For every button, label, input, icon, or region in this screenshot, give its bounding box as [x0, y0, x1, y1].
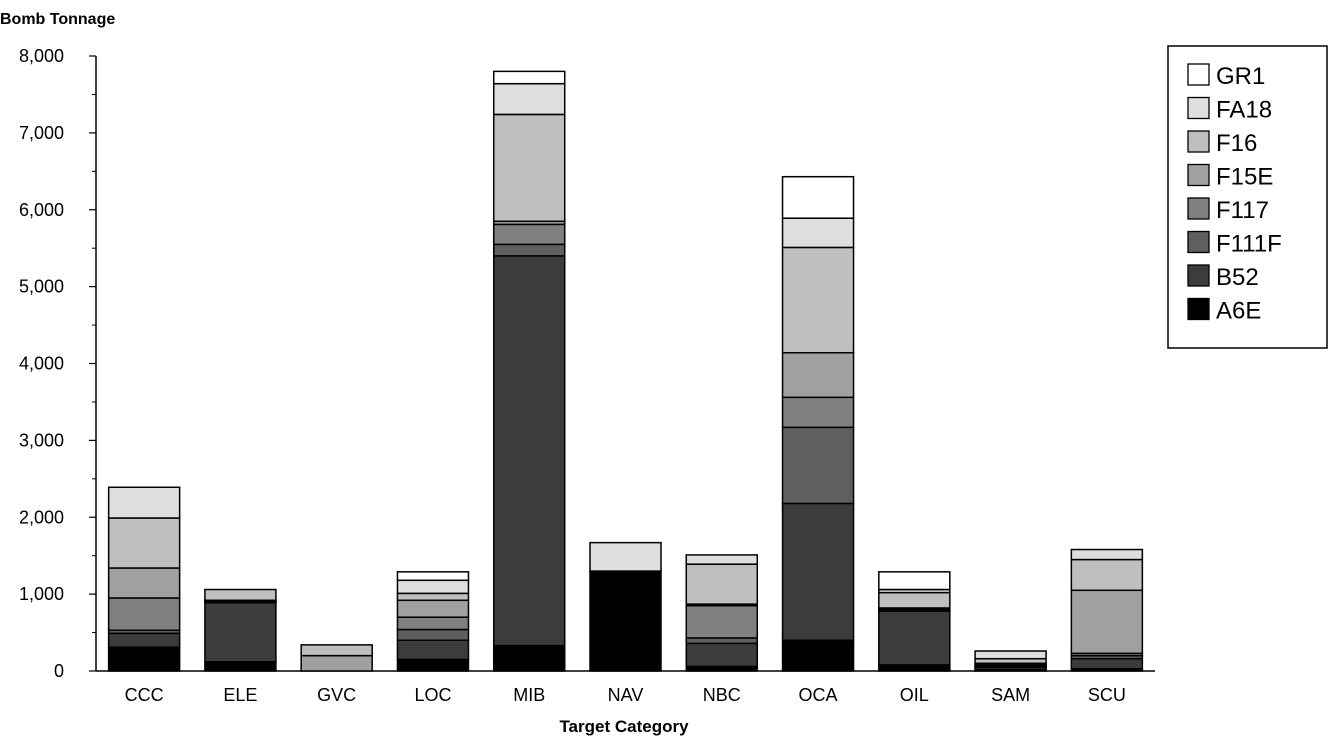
bar-oca-f111f: [781, 426, 855, 505]
legend-label-fa18: FA18: [1216, 97, 1272, 124]
y-axis-ticks: 0 1,000 2,000 3,000 4,000 5,000 6,000 7,000 8,00…: [19, 46, 96, 681]
legend-swatch-f117: [1187, 197, 1210, 220]
bar-sam-fa18: [974, 650, 1047, 660]
legend-swatch-b52: [1187, 264, 1210, 287]
bar-ele-b52: [204, 601, 277, 663]
bar-scu-fa18: [1070, 548, 1144, 561]
legend-label-gr1: GR1: [1216, 63, 1265, 90]
bar-loc-f117: [396, 616, 470, 631]
x-tick-label: SAM: [991, 685, 1030, 705]
bar-oil-a6e: [878, 664, 951, 672]
bar-nbc-fa18: [685, 554, 759, 565]
y-tick-label: 4,000: [19, 354, 64, 374]
bar-ele-a6e: [204, 661, 277, 672]
bar-scu-f15e: [1070, 589, 1144, 655]
bar-gvc-f16: [300, 644, 373, 657]
bar-mib-b52: [492, 255, 566, 647]
legend: GR1 FA18 F16 F15E F117 F111F B52 A6E: [1167, 45, 1328, 349]
bar-ccc-a6e: [107, 646, 181, 672]
bar-ccc-f16: [107, 517, 181, 569]
y-tick-label: 8,000: [19, 46, 64, 66]
legend-swatch-a6e: [1187, 297, 1210, 321]
bar-loc-f16: [396, 592, 470, 602]
bar-nav-a6e: [589, 570, 662, 672]
bar-gvc-f15e: [300, 654, 373, 672]
bar-oca-b52: [781, 502, 855, 641]
x-axis-label: Target Category: [559, 717, 689, 736]
bar-loc-fa18: [396, 579, 470, 595]
legend-swatch-gr1: [1187, 63, 1210, 86]
y-tick-label: 1,000: [19, 584, 64, 604]
y-tick-label: 3,000: [19, 430, 64, 450]
legend-swatch-f15e: [1187, 163, 1210, 187]
bar-oca-fa18: [781, 217, 855, 249]
y-tick-label: 0: [54, 661, 64, 681]
legend-label-f111f: F111F: [1216, 231, 1282, 258]
y-axis-label: Bomb Tonnage: [0, 11, 115, 28]
x-tick-label: NAV: [608, 685, 644, 705]
x-axis-ticks: CCC ELE GVC LOC MIB NAV NBC OCA OIL SAM SCU: [125, 685, 1126, 705]
x-tick-label: ELE: [223, 685, 257, 705]
x-tick-label: MIB: [513, 685, 545, 705]
x-tick-label: LOC: [414, 685, 451, 705]
bar-loc-b52: [396, 639, 470, 661]
legend-label-f15e: F15E: [1216, 164, 1273, 191]
bar-mib-f111f: [492, 243, 566, 257]
legend-label-b52: B52: [1216, 264, 1259, 291]
x-tick-label: CCC: [125, 685, 164, 705]
x-tick-label: SCU: [1088, 685, 1126, 705]
legend-swatch-f16: [1187, 130, 1210, 153]
bar-oca-f16: [781, 246, 855, 354]
bar-loc-a6e: [396, 658, 470, 672]
bar-scu-f16: [1070, 558, 1144, 592]
bar-mib-a6e: [492, 644, 566, 672]
y-tick-label: 6,000: [19, 200, 64, 220]
bar-ccc-fa18: [107, 486, 181, 519]
x-tick-label: GVC: [317, 685, 356, 705]
bar-oca-f15e: [781, 351, 855, 399]
legend-box: [1167, 45, 1328, 349]
bar-nbc-f111f: [685, 637, 759, 645]
bar-oil-b52: [878, 610, 951, 666]
bar-mib-f117: [492, 223, 566, 246]
bar-oca-a6e: [781, 639, 855, 672]
bars: [107, 70, 1144, 672]
bar-ccc-b52: [107, 632, 181, 648]
x-tick-label: OCA: [799, 685, 838, 705]
y-tick-label: 7,000: [19, 123, 64, 143]
bar-mib-f16: [492, 113, 566, 223]
legend-swatch-fa18: [1187, 96, 1210, 120]
y-tick-label: 5,000: [19, 277, 64, 297]
bar-oca-f117: [781, 396, 855, 429]
bar-nbc-b52: [685, 642, 759, 668]
bar-loc-gr1: [396, 571, 470, 582]
bar-mib-fa18: [492, 82, 566, 116]
bar-nav-fa18: [589, 541, 662, 572]
x-tick-label: OIL: [900, 685, 929, 705]
bar-ccc-f15e: [107, 567, 181, 599]
bar-ccc-f117: [107, 597, 181, 632]
bar-nbc-f16: [685, 563, 759, 605]
bar-loc-f15e: [396, 599, 470, 618]
bar-oil-gr1: [878, 571, 951, 591]
bar-scu-b52: [1070, 657, 1144, 670]
bar-loc-f111f: [396, 628, 470, 641]
legend-label-f117: F117: [1216, 197, 1269, 224]
legend-label-f16: F16: [1216, 130, 1257, 157]
x-tick-label: NBC: [703, 685, 741, 705]
bar-ele-f16: [204, 588, 277, 602]
bar-mib-gr1: [492, 70, 566, 85]
legend-swatch-f111f: [1187, 230, 1210, 254]
bar-nbc-f117: [685, 604, 759, 639]
y-tick-label: 2,000: [19, 507, 64, 527]
legend-label-a6e: A6E: [1216, 298, 1261, 325]
bar-oca-gr1: [781, 175, 855, 219]
bar-oil-f16: [878, 591, 951, 609]
